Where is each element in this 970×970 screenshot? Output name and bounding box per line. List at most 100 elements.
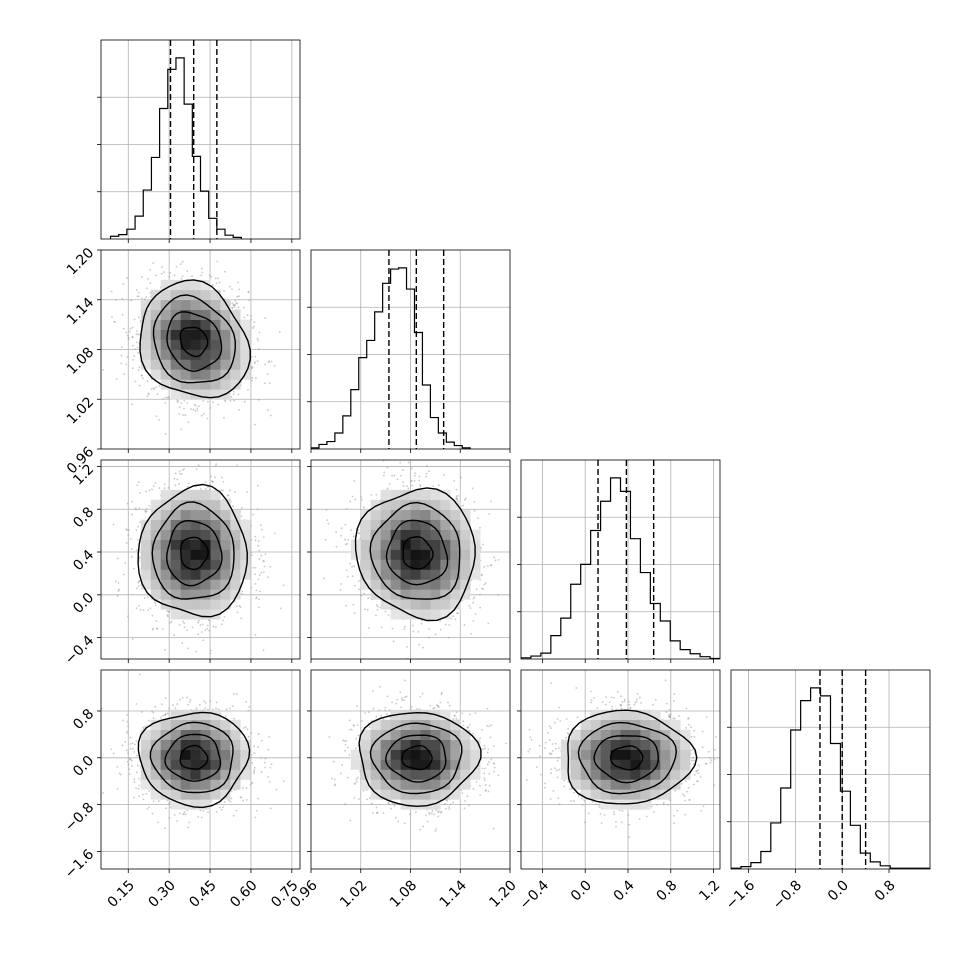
density-cell — [360, 569, 371, 580]
scatter-point — [220, 808, 223, 811]
scatter-point — [462, 504, 465, 507]
scatter-point — [410, 467, 413, 470]
scatter-point — [116, 788, 119, 790]
scatter-point — [224, 715, 227, 718]
density-cell — [170, 319, 181, 330]
scatter-point — [402, 481, 405, 484]
scatter-point — [181, 696, 184, 699]
scatter-point — [223, 399, 226, 402]
density-cell — [430, 609, 441, 620]
scatter-point — [628, 703, 631, 706]
scatter-point — [448, 704, 451, 707]
density-cell — [640, 779, 651, 790]
scatter-point — [230, 790, 233, 793]
histogram-bars — [109, 40, 242, 239]
density-cell — [410, 739, 421, 750]
scatter-point — [697, 772, 699, 774]
scatter-point — [257, 347, 260, 350]
density-cell — [380, 519, 391, 530]
density-cell — [620, 749, 631, 760]
density-cell — [210, 579, 221, 590]
scatter-point — [254, 633, 257, 636]
scatter-point — [454, 618, 457, 621]
density-cell — [200, 389, 211, 400]
scatter-point — [243, 316, 246, 319]
scatter-point — [136, 484, 139, 487]
density-cell — [430, 599, 441, 610]
scatter-point — [360, 496, 363, 498]
density-cell — [220, 329, 231, 340]
scatter-point — [615, 708, 617, 711]
scatter-point — [116, 594, 119, 597]
scatter-point — [168, 275, 171, 278]
density-cell — [160, 489, 171, 501]
density-cell — [170, 349, 181, 360]
density-cell — [150, 569, 161, 580]
density-cell — [170, 379, 181, 390]
scatter-point — [572, 800, 575, 802]
density-cell — [450, 749, 461, 760]
scatter-point — [472, 732, 475, 735]
density-cell — [440, 529, 451, 540]
scatter-point — [266, 373, 269, 375]
scatter-point — [404, 625, 406, 628]
scatter-point — [357, 588, 360, 591]
density-cell — [210, 719, 221, 730]
scatter-point — [187, 421, 190, 424]
density-cell — [580, 739, 591, 750]
scatter-point — [691, 748, 694, 751]
scatter-point — [202, 400, 205, 402]
scatter-point — [157, 800, 160, 802]
scatter-point — [680, 782, 683, 785]
density-cell — [430, 719, 441, 730]
scatter-point — [137, 585, 140, 587]
density-cell — [140, 519, 152, 530]
scatter-point — [416, 708, 418, 710]
scatter-point — [122, 327, 125, 330]
scatter-point — [515, 519, 517, 521]
density-cell — [620, 779, 631, 790]
density-cell — [420, 579, 431, 590]
scatter-point — [248, 705, 251, 708]
scatter-point — [417, 630, 420, 633]
x-tick-label: −0.4 — [517, 877, 552, 912]
scatter-point — [669, 799, 671, 802]
scatter-point — [222, 489, 224, 492]
scatter-point — [127, 763, 130, 766]
density-cell — [220, 759, 231, 770]
scatter-point — [444, 802, 446, 805]
scatter-point — [528, 748, 531, 751]
density-cell — [360, 729, 371, 740]
density-cell — [430, 789, 441, 800]
density-cell — [210, 299, 221, 310]
scatter-point — [351, 495, 354, 498]
scatter-point — [157, 821, 159, 824]
contour-line — [179, 326, 209, 358]
scatter-point — [567, 728, 570, 730]
scatter-point — [693, 735, 696, 738]
scatter-point — [344, 538, 346, 541]
scatter-point — [486, 751, 489, 754]
scatter-point — [174, 484, 177, 487]
density-cell — [210, 769, 221, 780]
density-cell — [170, 329, 181, 340]
scatter-point — [339, 772, 342, 775]
scatter-point — [613, 813, 616, 816]
scatter-point — [237, 393, 240, 396]
scatter-point — [218, 281, 221, 284]
scatter-point — [359, 538, 362, 540]
scatter-point — [384, 610, 387, 613]
density-cell — [190, 719, 201, 730]
scatter-point — [233, 304, 236, 307]
scatter-point — [241, 506, 243, 509]
scatter-point — [448, 624, 451, 626]
scatter-point — [133, 796, 135, 799]
scatter-point — [474, 712, 477, 715]
scatter-point — [144, 509, 147, 512]
scatter-point — [138, 777, 140, 780]
scatter-point — [195, 468, 198, 471]
x-tick-label: −0.8 — [770, 877, 805, 912]
scatter-point — [257, 545, 259, 547]
density-cell — [620, 739, 631, 750]
density-cell — [150, 589, 161, 600]
